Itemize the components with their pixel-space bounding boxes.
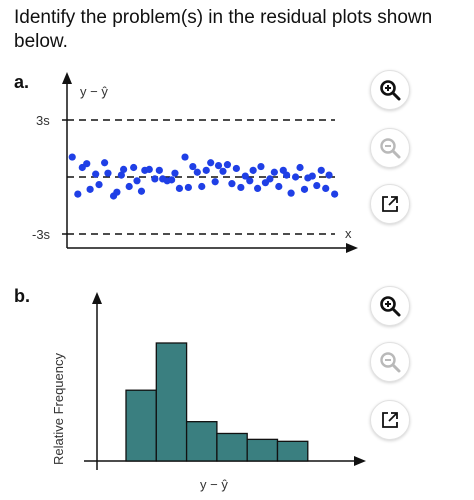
external-link-icon [382, 412, 398, 428]
residual-point [181, 153, 189, 161]
b-y-axis-label: Relative Frequency [51, 353, 66, 465]
residual-point [95, 181, 103, 189]
b-zoom-in-button[interactable] [370, 286, 410, 326]
residual-point [266, 175, 274, 183]
residual-point [219, 167, 227, 175]
residual-point [193, 168, 201, 176]
histogram-bar [125, 389, 157, 462]
part-a-label: a. [14, 72, 30, 92]
residual-point [223, 161, 232, 169]
residual-point [74, 190, 82, 198]
residual-point [313, 181, 321, 190]
a-points-group [68, 153, 339, 200]
residual-point [257, 162, 265, 171]
a-zoom-out-button[interactable] [370, 128, 410, 168]
residual-point [104, 169, 112, 177]
residual-point [300, 185, 309, 193]
residual-point [207, 159, 215, 167]
residual-point [83, 160, 91, 168]
residual-point [214, 162, 223, 170]
b-x-axis-arrow [354, 456, 366, 466]
residual-point [175, 184, 184, 192]
residual-point [145, 165, 153, 173]
residual-point [86, 185, 94, 193]
a-y-axis-arrow [62, 72, 72, 84]
residual-point [283, 171, 291, 179]
residual-point [291, 173, 300, 181]
residual-point [202, 166, 210, 174]
a-x-axis-arrow [346, 243, 358, 253]
residual-point [133, 177, 141, 185]
residual-point [232, 164, 240, 173]
external-link-icon [382, 196, 398, 212]
zoom-in-icon [380, 80, 401, 101]
residual-point [325, 171, 333, 179]
residual-point [287, 189, 295, 197]
residual-point [130, 163, 138, 172]
question-text: Identify the problem(s) in the residual … [14, 7, 433, 52]
residual-point [228, 180, 236, 188]
residual-point [120, 165, 128, 173]
residual-point [151, 175, 159, 183]
residual-point [275, 182, 283, 191]
residual-point [189, 162, 197, 171]
zoom-in-icon [380, 296, 401, 317]
a-x-axis-label: x [345, 226, 352, 241]
b-zoom-out-button[interactable] [370, 342, 410, 382]
residual-point [296, 163, 304, 172]
residual-point [249, 166, 257, 174]
b-open-new-window-button[interactable] [370, 400, 410, 440]
residual-point [171, 169, 179, 177]
residual-point [117, 171, 125, 179]
histogram-bar [246, 438, 279, 462]
b-y-axis-arrow [92, 292, 102, 304]
residual-point [92, 170, 100, 178]
residual-point [125, 182, 133, 191]
a-y-axis-label: y − ŷ [80, 84, 108, 99]
residual-point [254, 184, 262, 192]
zoom-out-icon [380, 138, 401, 159]
residual-point [317, 166, 325, 174]
residual-point [168, 176, 176, 184]
histogram-bar [155, 342, 188, 462]
residual-point [246, 177, 254, 185]
residual-point [308, 172, 316, 180]
residual-point [322, 184, 330, 192]
residual-point [211, 178, 219, 186]
residual-point [68, 153, 76, 161]
residual-point [184, 183, 192, 192]
part-b-label: b. [14, 286, 30, 306]
residual-point [113, 188, 121, 196]
residual-point [237, 183, 245, 192]
a-lower-label: -3s [32, 227, 51, 242]
a-zoom-in-button[interactable] [370, 70, 410, 110]
b-x-axis-label: y − ŷ [200, 477, 228, 492]
residual-point [241, 172, 249, 180]
residual-point [270, 168, 278, 176]
a-open-new-window-button[interactable] [370, 184, 410, 224]
residual-point [198, 182, 206, 191]
histogram-bar [276, 440, 309, 462]
zoom-out-icon [380, 352, 401, 373]
b-bars-group [125, 342, 309, 462]
histogram-bar [185, 421, 218, 462]
histogram-bar [216, 432, 248, 462]
residual-point [101, 159, 109, 167]
a-upper-label: 3s [36, 113, 50, 128]
residual-point [155, 166, 163, 174]
residual-point [331, 190, 339, 198]
residual-point [137, 187, 146, 195]
